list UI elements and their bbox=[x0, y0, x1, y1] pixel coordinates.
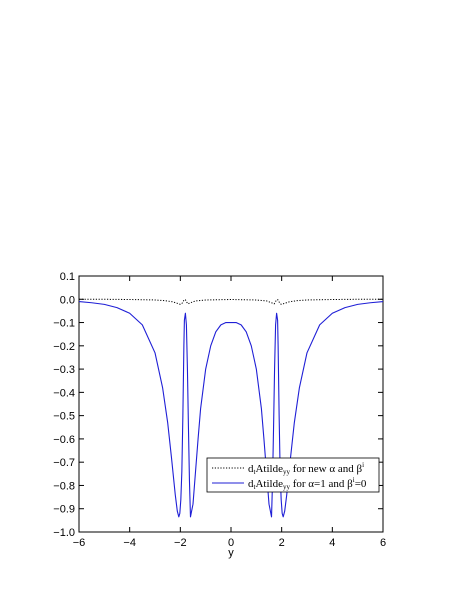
y-tick-label: −1.0 bbox=[53, 527, 75, 539]
legend-label-series-1: dtAtildeyy for new α and βi bbox=[248, 461, 364, 476]
y-tick-label: −0.2 bbox=[53, 341, 75, 353]
y-tick-label: −0.5 bbox=[53, 411, 75, 423]
legend: dtAtildeyy for new α and βi dtAtildeyy f… bbox=[206, 457, 380, 493]
legend-label-series-2: dtAtildeyy for α=1 and βi=0 bbox=[248, 476, 367, 491]
x-tick-label: −4 bbox=[123, 537, 136, 549]
ticks bbox=[78, 275, 384, 533]
y-tick-label: −0.3 bbox=[53, 364, 75, 376]
legend-box bbox=[206, 457, 380, 493]
y-tick-label: −0.8 bbox=[53, 480, 75, 492]
x-tick-label: 2 bbox=[279, 537, 285, 549]
tick-labels: −6 −4 −2 0 2 4 6 0.1 0.0 −0.1 −0.2 −0.3 −0.4 −0.5 −0.6… bbox=[53, 271, 386, 549]
x-axis-label: y bbox=[228, 547, 234, 559]
plot-frame bbox=[78, 275, 384, 533]
x-tick-label: −6 bbox=[73, 537, 86, 549]
y-tick-label: 0.1 bbox=[60, 271, 75, 283]
x-tick-label: 0 bbox=[228, 537, 234, 549]
series-layer bbox=[78, 298, 384, 518]
x-tick-label: 4 bbox=[329, 537, 335, 549]
x-tick-label: −2 bbox=[174, 537, 187, 549]
y-tick-label: 0.0 bbox=[60, 294, 75, 306]
y-tick-label: −0.1 bbox=[53, 318, 75, 330]
y-tick-label: −0.7 bbox=[53, 457, 75, 469]
x-tick-label: 6 bbox=[380, 537, 386, 549]
y-tick-label: −0.4 bbox=[53, 387, 75, 399]
series-line-1 bbox=[79, 298, 383, 305]
y-tick-label: −0.9 bbox=[53, 504, 75, 516]
series-line-2 bbox=[78, 301, 384, 518]
y-tick-label: −0.6 bbox=[53, 434, 75, 446]
